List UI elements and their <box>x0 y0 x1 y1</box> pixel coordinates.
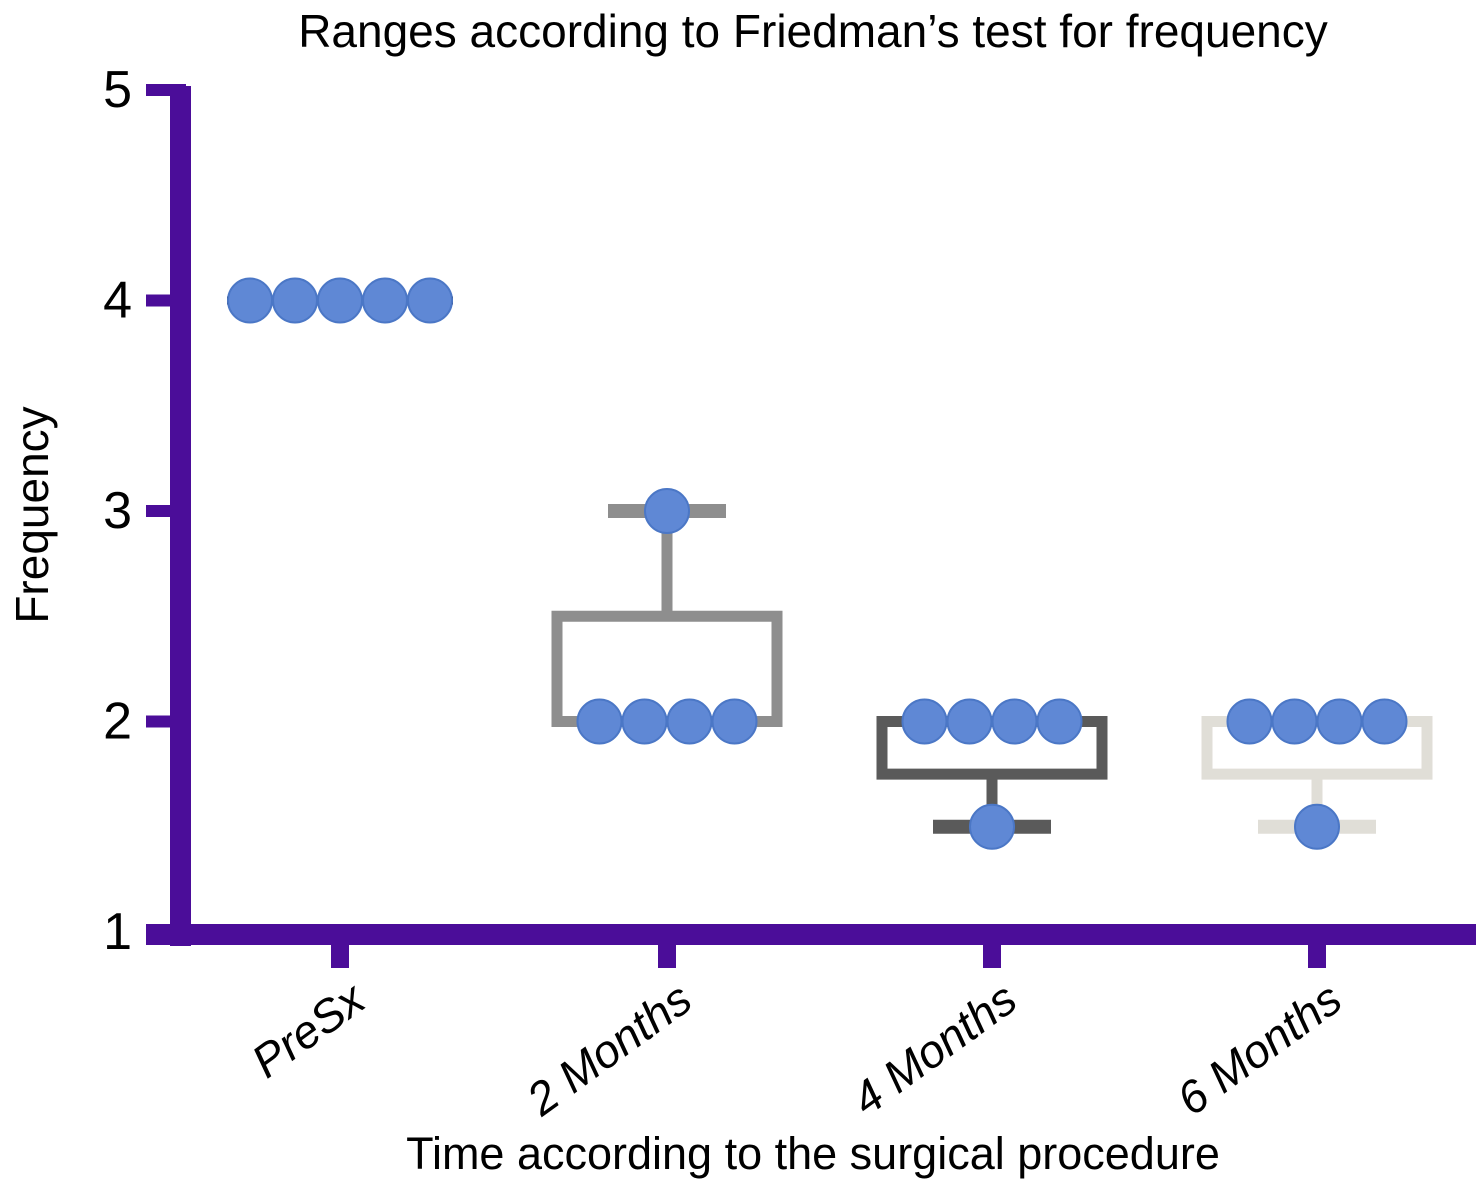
data-point <box>1036 698 1083 745</box>
y-tick-label: 1 <box>103 903 132 961</box>
x-tick-label-4-months: 4 Months <box>842 972 1026 1125</box>
data-point <box>272 277 318 324</box>
data-point <box>407 277 453 324</box>
data-point <box>576 698 623 745</box>
x-tick <box>658 930 676 968</box>
data-point <box>1361 698 1408 745</box>
data-point <box>946 698 993 745</box>
x-tick-label-6-months: 6 Months <box>1167 972 1351 1125</box>
data-point <box>1226 698 1273 745</box>
x-tick <box>983 930 1001 968</box>
data-point <box>1316 698 1363 745</box>
data-point <box>1271 698 1318 745</box>
x-tick <box>331 930 349 968</box>
x-tick <box>1308 930 1326 968</box>
data-point <box>991 698 1038 745</box>
y-tick <box>146 926 186 938</box>
chart-title: Ranges according to Friedman’s test for … <box>298 5 1328 57</box>
y-tick-label: 5 <box>103 61 132 119</box>
data-point <box>666 698 713 745</box>
y-tick-label: 4 <box>103 272 132 330</box>
data-point <box>644 488 690 534</box>
y-tick <box>146 505 186 517</box>
y-tick <box>146 294 186 307</box>
y-tick <box>146 84 186 96</box>
x-tick-label-2-months: 2 Months <box>516 972 700 1126</box>
y-tick <box>146 715 186 728</box>
data-point <box>362 277 408 324</box>
y-tick-label: 2 <box>103 693 132 751</box>
data-point <box>317 277 363 324</box>
data-point <box>901 698 948 745</box>
data-point <box>621 698 668 745</box>
data-point <box>227 277 273 324</box>
x-axis-label: Time according to the surgical procedure <box>406 1128 1220 1179</box>
x-tick-label-presx: PreSx <box>242 971 376 1088</box>
data-point <box>711 698 758 745</box>
y-tick-label: 3 <box>103 482 132 540</box>
data-point <box>1294 803 1340 850</box>
x-axis <box>146 924 1476 945</box>
data-point <box>969 803 1015 850</box>
